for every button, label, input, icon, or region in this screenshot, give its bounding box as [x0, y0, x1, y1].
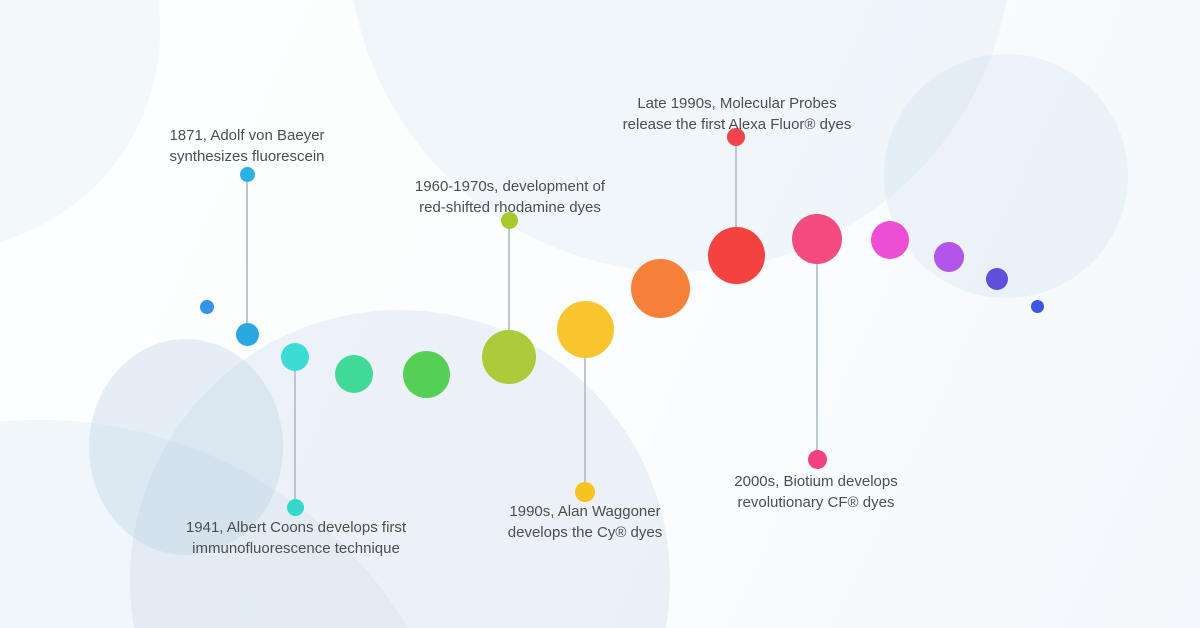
timeline-node-1871 [235, 322, 259, 346]
label-1960s: 1960-1970s, development of red-shifted r… [414, 178, 606, 216]
label-1871: 1871, Adolf von Baeyer synthesizes fluor… [169, 127, 325, 165]
marker-dot-1960s [500, 211, 518, 229]
timeline-node-purple [934, 242, 964, 272]
timeline-node-orange [630, 258, 690, 318]
label-1990s: 1990s, Alan Waggoner develops the Cy® dy… [507, 503, 663, 541]
marker-dot-1941 [286, 498, 304, 516]
label-late-1990s: Late 1990s, Molecular Probes release the… [622, 95, 852, 133]
timeline-node-green [402, 350, 450, 398]
blob-right [884, 54, 1128, 298]
timeline-node-violet [986, 268, 1008, 290]
marker-dot-late-1990s [727, 128, 745, 146]
blob-bottom-left [89, 339, 283, 555]
stem-line-1960s [508, 220, 510, 357]
timeline-node-end [1030, 299, 1044, 313]
timeline-node-1960s [482, 330, 536, 384]
stem-line-2000s [816, 239, 818, 459]
label-1941: 1941, Albert Coons develops first immuno… [185, 519, 407, 557]
timeline-node-magenta [871, 221, 909, 259]
label-2000s: 2000s, Biotium develops revolutionary CF… [734, 473, 898, 511]
timeline-node-2000s [792, 214, 842, 264]
timeline-node-start [200, 300, 214, 314]
timeline-node-late-1990s [707, 226, 765, 284]
timeline-node-1990s [556, 300, 614, 358]
stem-line-1871 [246, 174, 248, 334]
stem-line-late-1990s [735, 137, 737, 255]
timeline-node-teal [335, 355, 373, 393]
stem-line-1941 [294, 357, 296, 507]
marker-dot-1871 [239, 166, 255, 182]
stem-line-1990s [584, 329, 586, 492]
timeline-node-1941 [281, 343, 309, 371]
marker-dot-2000s [807, 449, 827, 469]
marker-dot-1990s [575, 482, 595, 502]
